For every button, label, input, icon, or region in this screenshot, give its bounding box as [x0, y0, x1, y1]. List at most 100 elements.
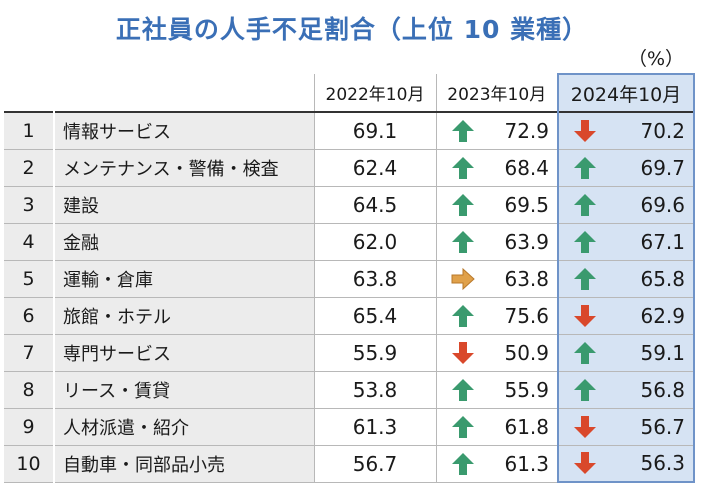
- value-2024: 65.8: [640, 266, 685, 291]
- table-row: 1 情報サービス 69.1 72.9 70.2: [4, 112, 695, 149]
- value-2024: 67.1: [640, 229, 685, 254]
- arrow-up-icon: [574, 193, 596, 216]
- arrow-up-icon: [574, 230, 596, 253]
- value-2023-cell: 72.9: [435, 112, 558, 149]
- industry-cell: リース・賃貸: [54, 371, 314, 408]
- rank-cell: 1: [4, 112, 55, 149]
- industry-cell: 建設: [54, 186, 314, 223]
- arrow-up-icon: [451, 415, 474, 438]
- table-row: 5 運輸・倉庫 63.8 63.8 65.8: [4, 260, 695, 297]
- value-2024-cell: 69.6: [557, 186, 695, 223]
- value-2023-cell: 63.8: [435, 260, 558, 297]
- value-2023-cell: 61.3: [435, 445, 558, 482]
- value-2022-cell: 64.5: [313, 186, 436, 223]
- arrow-up-icon: [451, 230, 474, 253]
- value-2022-cell: 63.8: [313, 260, 436, 297]
- table-row: 10 自動車・同部品小売 56.7 61.3 56.3: [4, 445, 695, 483]
- table-row: 2 メンテナンス・警備・検査 62.4 68.4 69.7: [4, 149, 695, 186]
- value-2022-cell: 56.7: [313, 445, 436, 482]
- rank-cell: 9: [4, 408, 55, 445]
- arrow-up-icon: [574, 341, 596, 364]
- arrow-up-icon: [451, 378, 474, 401]
- value-2024-cell: 69.7: [557, 149, 695, 186]
- table-body: 1 情報サービス 69.1 72.9 70.2 2 メンテナンス・警備・検査 62.4 68.4…: [4, 112, 695, 483]
- industry-cell: 金融: [54, 223, 314, 260]
- industry-cell: 旅館・ホテル: [54, 297, 314, 334]
- value-2023-cell: 61.8: [435, 408, 558, 445]
- value-2024: 56.3: [640, 451, 685, 476]
- value-2023: 69.5: [504, 192, 549, 217]
- rank-cell: 2: [4, 149, 55, 186]
- rank-cell: 4: [4, 223, 55, 260]
- rank-cell: 8: [4, 371, 55, 408]
- value-2024-cell: 56.3: [557, 445, 695, 483]
- value-2023: 72.9: [504, 118, 549, 143]
- value-2022-cell: 62.4: [313, 149, 436, 186]
- value-2023-cell: 69.5: [435, 186, 558, 223]
- rank-cell: 5: [4, 260, 55, 297]
- rank-cell: 10: [4, 445, 55, 482]
- industry-cell: 情報サービス: [54, 112, 314, 149]
- value-2023-cell: 68.4: [435, 149, 558, 186]
- table-row: 7 専門サービス 55.9 50.9 59.1: [4, 334, 695, 371]
- chart-title: 正社員の人手不足割合（上位 10 業種）: [115, 15, 589, 44]
- arrow-up-icon: [451, 119, 474, 142]
- industry-cell: 専門サービス: [54, 334, 314, 371]
- industry-cell: 人材派遣・紹介: [54, 408, 314, 445]
- value-2024-cell: 62.9: [557, 297, 695, 334]
- value-2024: 56.7: [640, 414, 685, 439]
- value-2023: 63.8: [504, 266, 549, 291]
- value-2024: 69.7: [640, 155, 685, 180]
- value-2022-cell: 65.4: [313, 297, 436, 334]
- value-2023-cell: 63.9: [435, 223, 558, 260]
- arrow-down-icon: [574, 119, 596, 142]
- value-2023-cell: 55.9: [435, 371, 558, 408]
- rank-cell: 7: [4, 334, 55, 371]
- arrow-up-icon: [451, 452, 474, 475]
- value-2024-cell: 56.7: [557, 408, 695, 445]
- value-2024: 56.8: [640, 377, 685, 402]
- arrow-down-icon: [574, 304, 596, 327]
- value-2023: 50.9: [504, 340, 549, 365]
- value-2022-cell: 62.0: [313, 223, 436, 260]
- arrow-down-icon: [451, 341, 474, 364]
- arrow-up-icon: [574, 156, 596, 179]
- value-2022-cell: 55.9: [313, 334, 436, 371]
- header-2023: 2023年10月: [435, 74, 558, 112]
- arrow-up-icon: [574, 267, 596, 290]
- unit-label: （%）: [627, 48, 684, 70]
- value-2024-cell: 65.8: [557, 260, 695, 297]
- value-2023: 55.9: [504, 377, 549, 402]
- header-industry: [54, 74, 314, 112]
- value-2023: 61.8: [504, 414, 549, 439]
- industry-cell: 運輸・倉庫: [54, 260, 314, 297]
- header-rank: [4, 74, 54, 112]
- value-2024: 69.6: [640, 192, 685, 217]
- table-row: 6 旅館・ホテル 65.4 75.6 62.9: [4, 297, 695, 334]
- value-2024: 62.9: [640, 303, 685, 328]
- value-2023-cell: 75.6: [435, 297, 558, 334]
- industry-cell: 自動車・同部品小売: [54, 445, 314, 482]
- arrow-up-icon: [451, 304, 474, 327]
- header-2024: 2024年10月: [557, 73, 695, 112]
- header-2022: 2022年10月: [313, 74, 436, 112]
- arrow-down-icon: [574, 452, 596, 475]
- value-2023: 68.4: [504, 155, 549, 180]
- arrow-flat-icon: [451, 267, 475, 290]
- value-2023-cell: 50.9: [435, 334, 558, 371]
- value-2022-cell: 61.3: [313, 408, 436, 445]
- value-2023: 63.9: [504, 229, 549, 254]
- value-2022-cell: 69.1: [313, 112, 436, 149]
- rank-cell: 6: [4, 297, 55, 334]
- arrow-down-icon: [574, 415, 596, 438]
- shortage-table: 2022年10月 2023年10月 2024年10月 1 情報サービス 69.1 72…: [4, 73, 695, 483]
- arrow-up-icon: [451, 156, 474, 179]
- value-2024: 70.2: [640, 118, 685, 143]
- value-2023: 75.6: [504, 303, 549, 328]
- value-2024: 59.1: [640, 340, 685, 365]
- header-row: 2022年10月 2023年10月 2024年10月: [4, 73, 695, 112]
- arrow-up-icon: [574, 378, 596, 401]
- rank-cell: 3: [4, 186, 55, 223]
- table-row: 9 人材派遣・紹介 61.3 61.8 56.7: [4, 408, 695, 445]
- value-2024-cell: 56.8: [557, 371, 695, 408]
